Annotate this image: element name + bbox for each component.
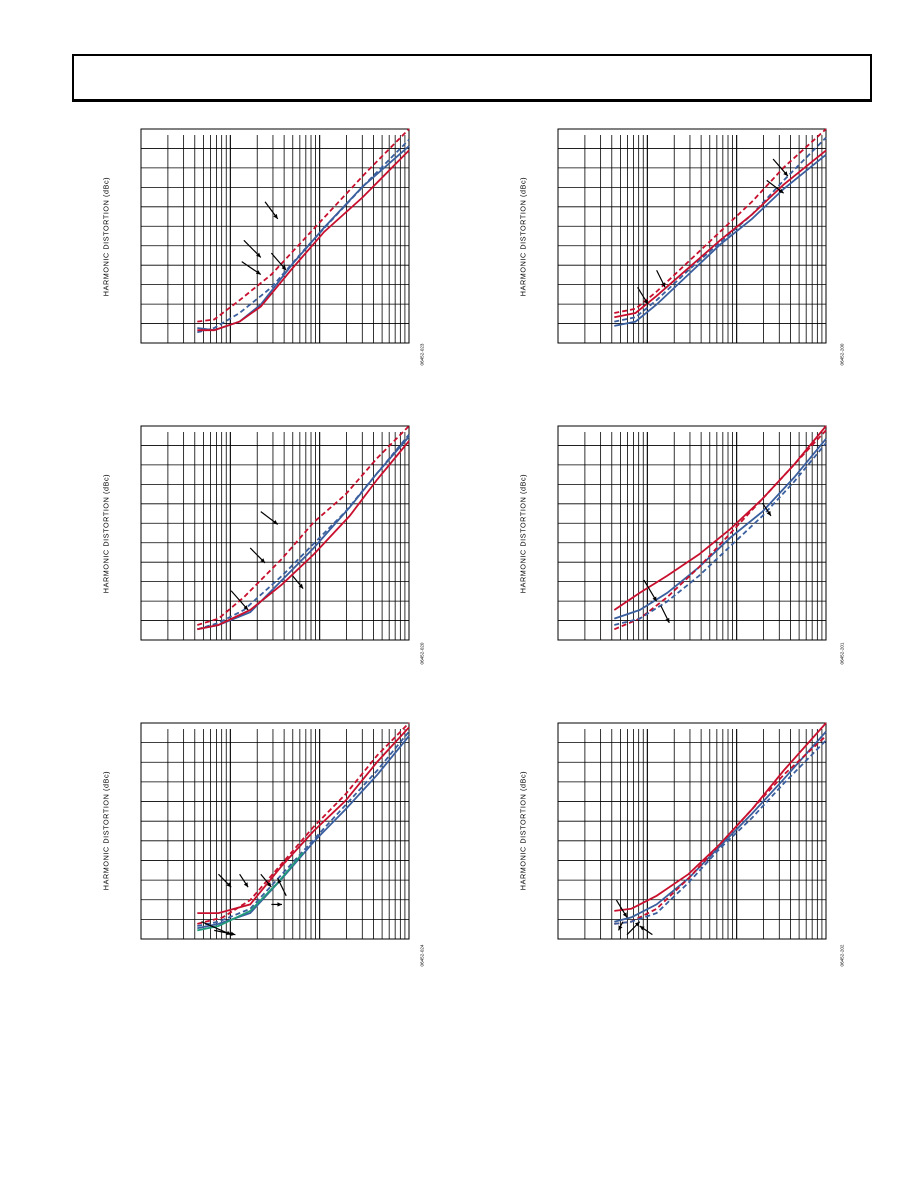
callout-arrowhead — [243, 882, 249, 888]
callout-arrowhead — [766, 510, 771, 516]
harmonic-distortion-chart-5 — [557, 425, 827, 641]
series-line — [197, 852, 304, 932]
series-line — [197, 434, 410, 631]
series-line — [614, 136, 827, 323]
plot-frame — [140, 128, 410, 344]
callout-arrowhead — [272, 519, 278, 525]
series-line — [614, 128, 827, 314]
plot-frame — [140, 425, 410, 641]
chart-6-y-axis-label: HARMONIC DISTORTION (dBc) — [518, 770, 528, 891]
series-line — [613, 429, 827, 631]
series-line — [614, 735, 827, 925]
harmonic-distortion-chart-1 — [140, 128, 410, 344]
callout-arrowhead — [643, 299, 649, 305]
harmonic-distortion-chart-6 — [557, 722, 827, 940]
callout-arrowhead — [266, 882, 272, 888]
page-header-box — [72, 54, 872, 102]
callout-arrowhead — [277, 902, 282, 907]
callout-arrowhead — [618, 925, 623, 931]
callout-arrowhead — [783, 171, 788, 177]
series-line — [614, 442, 827, 626]
plot-frame — [140, 722, 410, 940]
plot-frame — [557, 722, 827, 940]
callout-arrowhead — [665, 617, 670, 623]
callout-arrowhead — [260, 558, 266, 563]
callout-arrowhead — [273, 213, 278, 219]
series-line — [613, 425, 827, 611]
callout-arrowhead — [277, 878, 282, 884]
series-line — [197, 731, 410, 927]
callout-arrowhead — [226, 882, 232, 888]
series-line — [197, 726, 410, 914]
series-line — [614, 722, 827, 912]
series-line — [614, 731, 827, 923]
plot-frame — [557, 128, 827, 344]
chart-3-y-axis-label: HARMONIC DISTORTION (dBc) — [101, 770, 111, 891]
series-line — [197, 425, 410, 626]
series-line — [197, 722, 410, 925]
callout-arrowhead — [661, 282, 666, 288]
chart-4-figure-id: 06452-200 — [839, 343, 845, 366]
callout-arrowhead — [778, 188, 784, 194]
harmonic-distortion-chart-4 — [557, 128, 827, 344]
series-line — [614, 154, 827, 327]
series-line — [197, 440, 410, 631]
chart-3-figure-id: 06452-024 — [419, 944, 425, 967]
chart-5-y-axis-label: HARMONIC DISTORTION (dBc) — [518, 473, 528, 594]
series-line — [614, 739, 827, 925]
chart-4-y-axis-label: HARMONIC DISTORTION (dBc) — [518, 176, 528, 297]
callout-arrowhead — [281, 265, 287, 271]
callout-arrowhead — [256, 252, 261, 258]
plot-frame — [557, 425, 827, 641]
series-line — [197, 149, 410, 332]
series-line — [197, 436, 410, 631]
chart-2-figure-id: 06452-020 — [419, 642, 425, 665]
chart-1-y-axis-label: HARMONIC DISTORTION (dBc) — [101, 176, 111, 297]
series-line — [197, 145, 410, 332]
chart-2-y-axis-label: HARMONIC DISTORTION (dBc) — [101, 473, 111, 594]
series-line — [614, 438, 827, 620]
harmonic-distortion-chart-3 — [140, 722, 410, 940]
chart-6-figure-id: 06452-202 — [839, 944, 845, 967]
chart-5-figure-id: 06452-201 — [839, 642, 845, 665]
series-line — [614, 149, 827, 319]
callout-arrowhead — [652, 596, 657, 602]
callout-arrowhead — [639, 926, 645, 931]
callout-arrowhead — [622, 912, 627, 918]
chart-1-figure-id: 06452-023 — [419, 343, 425, 366]
callout-arrowhead — [255, 270, 261, 275]
series-line — [197, 139, 410, 334]
harmonic-distortion-chart-2 — [140, 425, 410, 641]
callout-arrowhead — [298, 583, 304, 589]
callout-arrowhead — [243, 605, 249, 611]
series-line — [197, 128, 410, 323]
callout-arrowhead — [634, 921, 640, 927]
callout-arrowhead — [230, 931, 236, 936]
